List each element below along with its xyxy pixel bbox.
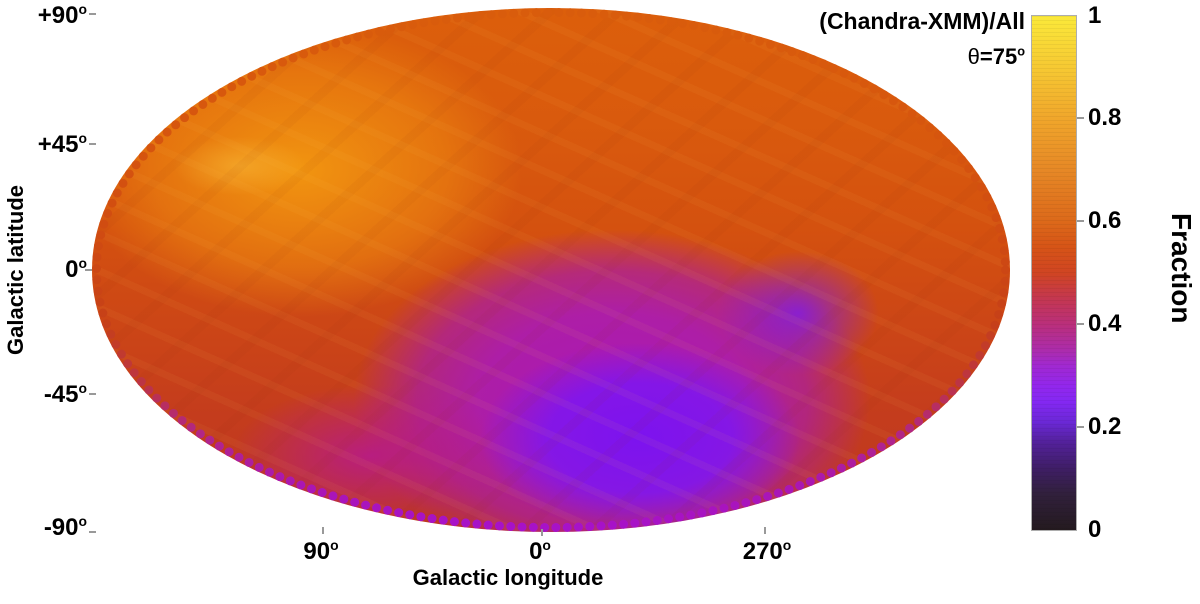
figure-title: (Chandra-XMM)/All (819, 8, 1025, 34)
colorbar-tick-mark (1077, 117, 1084, 119)
y-tick-mark (89, 393, 96, 395)
colorbar-tick-label: 0.2 (1088, 413, 1122, 440)
sky-map-ellipse (92, 8, 1010, 532)
colorbar-tick-label: 0.8 (1088, 104, 1122, 131)
x-tick-label: 270o (742, 537, 792, 565)
x-tick-label: 0o (529, 537, 551, 565)
colorbar-tick-mark (1077, 323, 1084, 325)
y-tick-mark (85, 269, 92, 271)
theta-annotation: θ=75o (967, 43, 1025, 69)
y-tick-label: +45o (37, 130, 87, 158)
x-tick-mark (764, 527, 766, 534)
x-tick-label: 90o (303, 537, 339, 565)
y-tick-mark (89, 143, 96, 145)
x-axis-title: Galactic longitude (412, 565, 604, 590)
x-tick-mark (541, 529, 543, 536)
y-tick-label: 0o (65, 255, 87, 283)
colorbar-tick-label: 0.4 (1088, 310, 1122, 337)
colorbar-tick-label: 0 (1088, 516, 1102, 543)
colorbar (1031, 15, 1077, 531)
y-tick-label: -90o (43, 513, 87, 541)
y-tick-mark (89, 531, 96, 533)
x-tick-mark (322, 527, 324, 534)
colorbar-tick-label: 0.6 (1088, 207, 1122, 234)
y-tick-label: +90o (37, 1, 87, 29)
colorbar-tick-mark (1077, 220, 1084, 222)
y-tick-mark (89, 13, 96, 15)
y-tick-label: -45o (43, 380, 87, 408)
colorbar-tick-mark (1077, 426, 1084, 428)
colorbar-title: Fraction (1166, 212, 1197, 324)
colorbar-tick-label: 1 (1088, 2, 1102, 29)
